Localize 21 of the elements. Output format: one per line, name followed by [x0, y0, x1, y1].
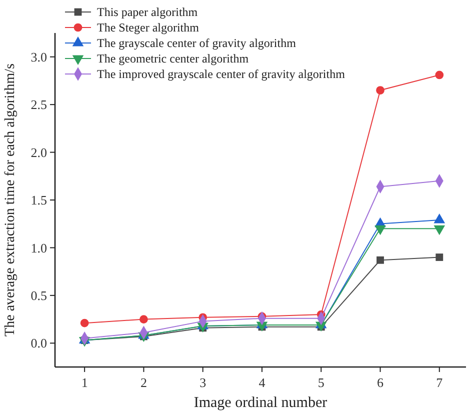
x-axis-title: Image ordinal number: [194, 395, 328, 411]
x-tick-label: 2: [140, 375, 147, 390]
x-tick-label: 3: [200, 375, 206, 390]
y-tick-label: 1.0: [30, 240, 47, 256]
y-tick-label: 1.5: [30, 192, 47, 208]
x-tick-label: 1: [81, 375, 88, 390]
y-tick-label: 2.0: [30, 144, 47, 160]
legend-label: This paper algorithm: [97, 5, 198, 20]
y-tick-label: 2.5: [30, 97, 47, 112]
x-tick-label: 6: [377, 375, 384, 390]
y-tick-label: 0.5: [30, 288, 47, 303]
legend-label: The improved grayscale center of gravity algorithm: [97, 67, 346, 82]
y-tick-label: 3.0: [30, 49, 47, 64]
x-tick-label: 5: [318, 375, 324, 390]
legend-label: The geometric center algorithm: [97, 52, 250, 66]
y-axis-title: The average extraction time for each algorithm/s: [3, 64, 18, 336]
y-tick-label: 0.0: [30, 336, 47, 351]
x-tick-label: 7: [436, 375, 444, 390]
legend-label: The Steger algorithm: [97, 20, 200, 35]
x-tick-label: 4: [258, 375, 266, 390]
legend-label: The grayscale center of gravity algorithm: [97, 36, 297, 50]
